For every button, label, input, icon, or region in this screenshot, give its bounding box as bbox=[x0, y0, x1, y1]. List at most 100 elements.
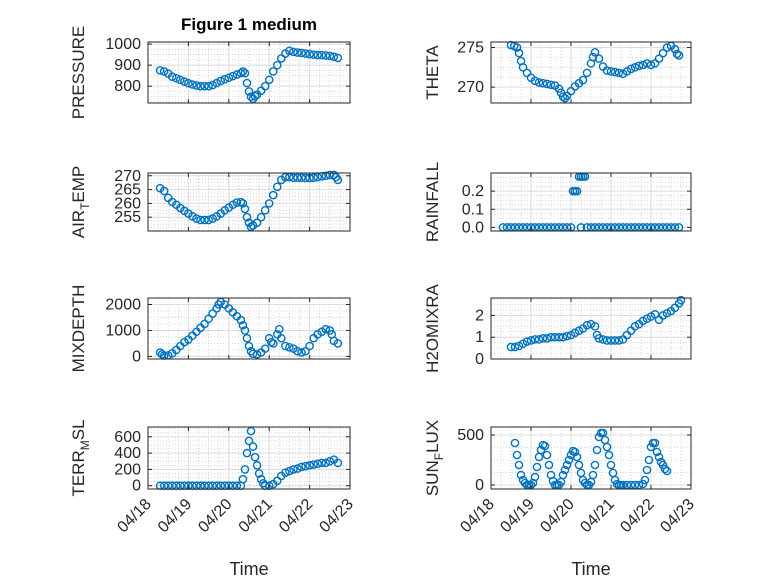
axes-box bbox=[147, 297, 351, 360]
data-point bbox=[240, 68, 250, 78]
y-tick-label: 1000 bbox=[105, 36, 141, 53]
data-point bbox=[660, 464, 670, 474]
data-point bbox=[614, 336, 624, 345]
data-point bbox=[646, 60, 656, 70]
data-point bbox=[644, 455, 654, 465]
data-point bbox=[309, 50, 318, 59]
data-point bbox=[672, 49, 682, 59]
figure-title: Figure 1 medium bbox=[181, 15, 317, 34]
data-point bbox=[658, 460, 668, 470]
data-point bbox=[200, 81, 209, 91]
data-point bbox=[246, 222, 256, 232]
x-tick-label: 04/22 bbox=[276, 496, 316, 536]
x-tick-label: 04/20 bbox=[195, 496, 235, 536]
data-point bbox=[630, 63, 640, 72]
data-point bbox=[321, 51, 331, 60]
data-point bbox=[236, 197, 246, 207]
data-point bbox=[614, 68, 624, 78]
axes-box bbox=[490, 297, 692, 360]
data-point bbox=[606, 336, 616, 345]
data-point bbox=[582, 320, 592, 330]
y-axis-label: THETA bbox=[423, 45, 442, 100]
data-point bbox=[289, 173, 298, 182]
data-point bbox=[329, 52, 339, 62]
axes-box bbox=[147, 172, 351, 232]
data-point bbox=[562, 460, 572, 470]
data-point bbox=[658, 48, 668, 58]
data-point bbox=[252, 218, 262, 228]
data-point bbox=[272, 182, 282, 192]
data-point bbox=[542, 334, 552, 343]
data-point bbox=[572, 452, 582, 462]
data-point bbox=[606, 67, 616, 76]
y-tick-label: 1000 bbox=[105, 322, 141, 339]
data-point bbox=[244, 341, 254, 351]
data-point bbox=[606, 460, 616, 470]
data-point bbox=[176, 75, 185, 85]
data-point bbox=[264, 199, 274, 208]
data-point bbox=[592, 445, 602, 455]
data-point bbox=[238, 199, 248, 208]
data-point bbox=[321, 324, 331, 334]
data-point bbox=[285, 172, 294, 182]
data-point bbox=[204, 314, 213, 324]
data-point bbox=[301, 346, 310, 356]
data-point bbox=[578, 75, 588, 85]
x-tick-label: 04/18 bbox=[114, 496, 154, 536]
data-point bbox=[285, 466, 294, 476]
data-point bbox=[506, 342, 516, 352]
data-point bbox=[662, 43, 672, 52]
data-point bbox=[317, 458, 327, 468]
data-point bbox=[240, 465, 250, 474]
y-axis-label: TERRMSL bbox=[69, 419, 92, 496]
data-point bbox=[534, 78, 544, 87]
data-point bbox=[248, 442, 258, 451]
data-point bbox=[240, 326, 250, 335]
data-point bbox=[236, 68, 246, 78]
data-point bbox=[184, 78, 193, 88]
data-point bbox=[248, 349, 258, 359]
data-point bbox=[588, 470, 598, 480]
plot-area bbox=[491, 173, 691, 231]
data-point bbox=[285, 343, 294, 352]
data-point bbox=[305, 341, 314, 351]
data-point bbox=[309, 173, 318, 182]
data-point bbox=[560, 93, 570, 103]
y-axis-label: MIXDEPTH bbox=[69, 285, 88, 373]
axes-box bbox=[490, 41, 692, 104]
data-point bbox=[155, 66, 165, 75]
data-point bbox=[650, 438, 660, 448]
data-point bbox=[242, 212, 252, 222]
data-point bbox=[281, 468, 290, 477]
data-point bbox=[277, 333, 286, 343]
data-point bbox=[676, 295, 686, 305]
data-point bbox=[654, 54, 664, 63]
x-tick-label: 04/19 bbox=[155, 496, 195, 536]
y-tick-label: 0.0 bbox=[462, 219, 484, 236]
data-point bbox=[580, 478, 590, 488]
y-tick-label: 0 bbox=[132, 348, 141, 365]
data-point bbox=[588, 52, 598, 62]
data-point bbox=[602, 442, 612, 452]
data-point bbox=[550, 332, 560, 342]
data-point bbox=[216, 76, 226, 86]
data-point bbox=[313, 459, 322, 469]
data-point bbox=[582, 68, 592, 78]
subplot-rainfall: 0.00.10.2 RAINFALL bbox=[423, 162, 692, 242]
data-point bbox=[192, 81, 201, 90]
data-point bbox=[321, 171, 331, 181]
data-point bbox=[650, 310, 660, 319]
data-point bbox=[638, 479, 648, 489]
data-point bbox=[590, 322, 600, 331]
data-point bbox=[333, 53, 343, 63]
y-tick-label: 800 bbox=[114, 78, 141, 95]
data-point bbox=[196, 81, 205, 91]
data-point bbox=[192, 214, 201, 223]
data-point bbox=[544, 460, 554, 470]
data-point bbox=[674, 51, 684, 60]
data-point bbox=[642, 59, 652, 68]
data-point bbox=[305, 49, 314, 59]
data-point bbox=[208, 80, 217, 90]
data-point bbox=[560, 465, 570, 475]
